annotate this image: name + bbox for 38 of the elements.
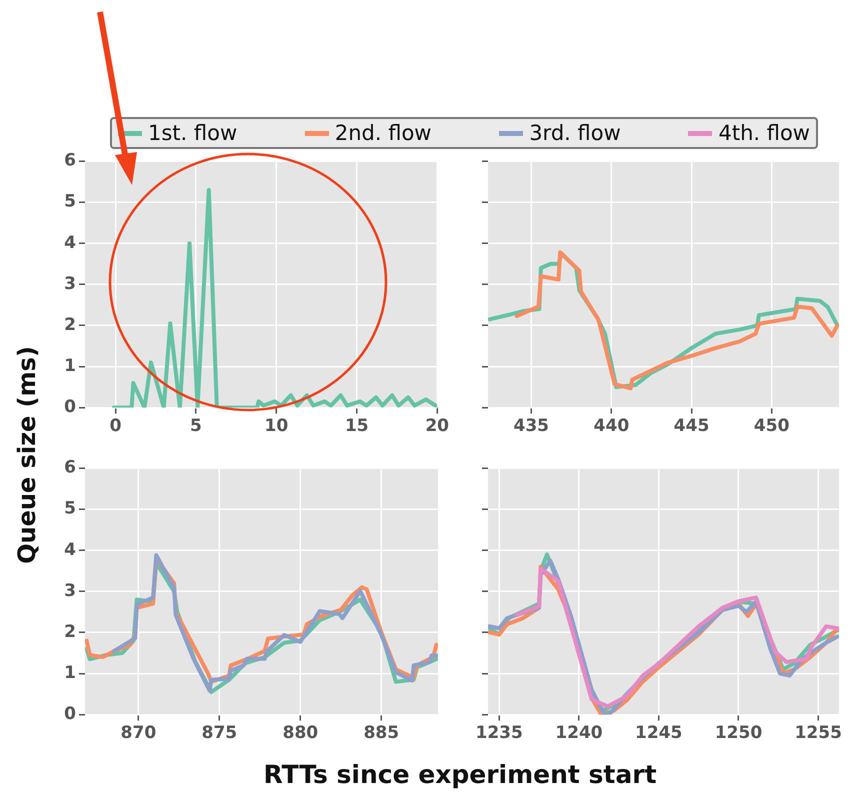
x-tick-label: 1250 <box>714 723 762 744</box>
x-tick-label: 1240 <box>555 723 603 744</box>
x-tick-label: 10 <box>264 416 288 436</box>
x-tick-label: 1235 <box>476 723 523 744</box>
y-tick-label: 2 <box>64 314 76 335</box>
y-tick-label: 4 <box>64 540 76 560</box>
x-tick-label: 0 <box>110 416 122 436</box>
x-tick-label: 1245 <box>635 723 682 744</box>
y-tick-label: 6 <box>64 150 76 171</box>
x-tick-label: 885 <box>364 723 400 744</box>
y-tick-label: 0 <box>64 397 76 418</box>
x-tick-label: 870 <box>120 723 156 744</box>
y-tick-label: 3 <box>64 274 76 294</box>
y-tick-label: 1 <box>64 356 76 376</box>
y-axis-title: Queue size (ms) <box>13 346 41 564</box>
y-tick-label: 1 <box>64 662 76 683</box>
y-tick-label: 0 <box>64 704 76 724</box>
x-tick-label: 880 <box>282 723 318 744</box>
legend-label: 2nd. flow <box>334 121 432 145</box>
x-tick-label: 20 <box>425 416 450 436</box>
x-tick-label: 440 <box>594 416 630 436</box>
y-tick-label: 5 <box>64 192 76 212</box>
y-tick-label: 4 <box>64 232 76 253</box>
x-tick-label: 1255 <box>794 723 842 744</box>
x-axis-title: RTTs since experiment start <box>263 760 657 789</box>
x-tick-label: 445 <box>674 416 710 436</box>
y-tick-label: 6 <box>64 458 76 478</box>
legend-label: 4th. flow <box>718 121 810 145</box>
x-tick-label: 450 <box>754 416 790 436</box>
legend-label: 1st. flow <box>148 121 238 145</box>
x-tick-label: 435 <box>514 416 550 436</box>
x-tick-label: 5 <box>190 416 202 436</box>
x-tick-label: 875 <box>202 723 238 744</box>
y-tick-label: 5 <box>64 498 76 519</box>
legend-label: 3rd. flow <box>529 121 621 145</box>
y-tick-label: 3 <box>64 580 76 601</box>
y-tick-label: 2 <box>64 622 76 642</box>
x-tick-label: 15 <box>344 416 369 436</box>
